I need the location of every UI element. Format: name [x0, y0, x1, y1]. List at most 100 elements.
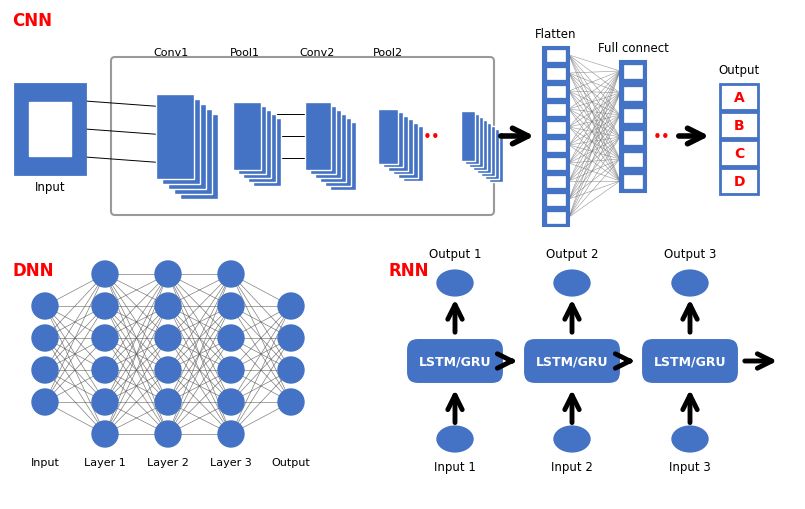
- FancyBboxPatch shape: [469, 118, 483, 167]
- FancyBboxPatch shape: [547, 213, 565, 223]
- FancyBboxPatch shape: [543, 138, 569, 155]
- Circle shape: [92, 389, 118, 415]
- Circle shape: [218, 293, 244, 319]
- Text: Layer 1: Layer 1: [85, 457, 126, 467]
- FancyBboxPatch shape: [624, 110, 642, 123]
- FancyBboxPatch shape: [543, 66, 569, 83]
- FancyBboxPatch shape: [720, 85, 758, 111]
- FancyBboxPatch shape: [543, 102, 569, 119]
- Text: D: D: [733, 175, 745, 189]
- FancyBboxPatch shape: [465, 115, 479, 165]
- FancyBboxPatch shape: [174, 109, 212, 194]
- Circle shape: [92, 357, 118, 383]
- Circle shape: [32, 325, 58, 351]
- Text: B: B: [733, 119, 745, 133]
- FancyBboxPatch shape: [624, 66, 642, 79]
- Circle shape: [155, 262, 181, 288]
- Text: ••: ••: [653, 129, 671, 144]
- FancyBboxPatch shape: [620, 172, 646, 192]
- FancyBboxPatch shape: [547, 123, 565, 134]
- FancyBboxPatch shape: [156, 94, 194, 179]
- FancyBboxPatch shape: [624, 88, 642, 101]
- FancyBboxPatch shape: [547, 194, 565, 206]
- FancyBboxPatch shape: [620, 62, 646, 83]
- Text: RNN: RNN: [388, 262, 428, 279]
- Text: Pool2: Pool2: [373, 48, 403, 58]
- Circle shape: [218, 357, 244, 383]
- FancyBboxPatch shape: [720, 140, 758, 166]
- Ellipse shape: [436, 270, 473, 297]
- Ellipse shape: [671, 426, 708, 453]
- FancyBboxPatch shape: [315, 111, 341, 179]
- FancyBboxPatch shape: [305, 103, 331, 171]
- Circle shape: [278, 325, 304, 351]
- FancyBboxPatch shape: [330, 123, 356, 191]
- FancyBboxPatch shape: [620, 84, 646, 105]
- FancyBboxPatch shape: [233, 103, 261, 171]
- Text: Input 3: Input 3: [669, 460, 711, 473]
- FancyBboxPatch shape: [543, 156, 569, 173]
- FancyBboxPatch shape: [473, 121, 487, 171]
- FancyBboxPatch shape: [624, 132, 642, 145]
- Circle shape: [278, 293, 304, 319]
- Text: Input: Input: [31, 457, 60, 467]
- FancyBboxPatch shape: [489, 133, 503, 183]
- Text: Output 1: Output 1: [429, 247, 481, 261]
- Circle shape: [155, 293, 181, 319]
- FancyBboxPatch shape: [543, 191, 569, 209]
- FancyBboxPatch shape: [243, 111, 271, 179]
- Text: LSTM/GRU: LSTM/GRU: [654, 355, 726, 368]
- FancyBboxPatch shape: [383, 113, 403, 167]
- FancyBboxPatch shape: [325, 119, 351, 187]
- FancyBboxPatch shape: [547, 177, 565, 188]
- Text: LSTM/GRU: LSTM/GRU: [536, 355, 609, 368]
- Text: Full connect: Full connect: [597, 42, 668, 55]
- FancyBboxPatch shape: [547, 140, 565, 152]
- FancyBboxPatch shape: [543, 210, 569, 227]
- Circle shape: [32, 293, 58, 319]
- Circle shape: [92, 262, 118, 288]
- Ellipse shape: [553, 270, 591, 297]
- FancyBboxPatch shape: [523, 338, 621, 384]
- Circle shape: [92, 421, 118, 447]
- FancyBboxPatch shape: [253, 119, 281, 187]
- FancyBboxPatch shape: [238, 107, 266, 175]
- Circle shape: [32, 389, 58, 415]
- Circle shape: [92, 325, 118, 351]
- FancyBboxPatch shape: [248, 115, 276, 183]
- Ellipse shape: [553, 426, 591, 453]
- Text: Conv2: Conv2: [299, 48, 335, 58]
- FancyBboxPatch shape: [543, 84, 569, 101]
- Text: Input: Input: [35, 181, 65, 193]
- FancyBboxPatch shape: [29, 103, 71, 157]
- FancyBboxPatch shape: [624, 176, 642, 189]
- FancyBboxPatch shape: [168, 104, 206, 189]
- Text: C: C: [734, 147, 744, 161]
- Text: Layer 2: Layer 2: [147, 457, 189, 467]
- Text: Pool1: Pool1: [230, 48, 260, 58]
- FancyBboxPatch shape: [543, 120, 569, 137]
- Ellipse shape: [671, 270, 708, 297]
- Circle shape: [32, 357, 58, 383]
- Text: Output: Output: [718, 64, 760, 77]
- FancyBboxPatch shape: [378, 109, 398, 164]
- FancyBboxPatch shape: [485, 130, 499, 180]
- FancyBboxPatch shape: [547, 51, 565, 62]
- Text: A: A: [733, 91, 745, 105]
- Text: LSTM/GRU: LSTM/GRU: [419, 355, 491, 368]
- FancyBboxPatch shape: [547, 87, 565, 98]
- FancyBboxPatch shape: [398, 123, 418, 178]
- Text: Flatten: Flatten: [535, 28, 576, 41]
- FancyBboxPatch shape: [547, 105, 565, 116]
- FancyBboxPatch shape: [620, 128, 646, 149]
- FancyBboxPatch shape: [547, 159, 565, 169]
- Circle shape: [92, 293, 118, 319]
- FancyBboxPatch shape: [15, 85, 85, 175]
- Circle shape: [155, 325, 181, 351]
- Circle shape: [218, 389, 244, 415]
- Text: DNN: DNN: [12, 262, 53, 279]
- FancyBboxPatch shape: [547, 69, 565, 80]
- Circle shape: [278, 389, 304, 415]
- Text: Input 2: Input 2: [551, 460, 593, 473]
- FancyBboxPatch shape: [310, 107, 336, 175]
